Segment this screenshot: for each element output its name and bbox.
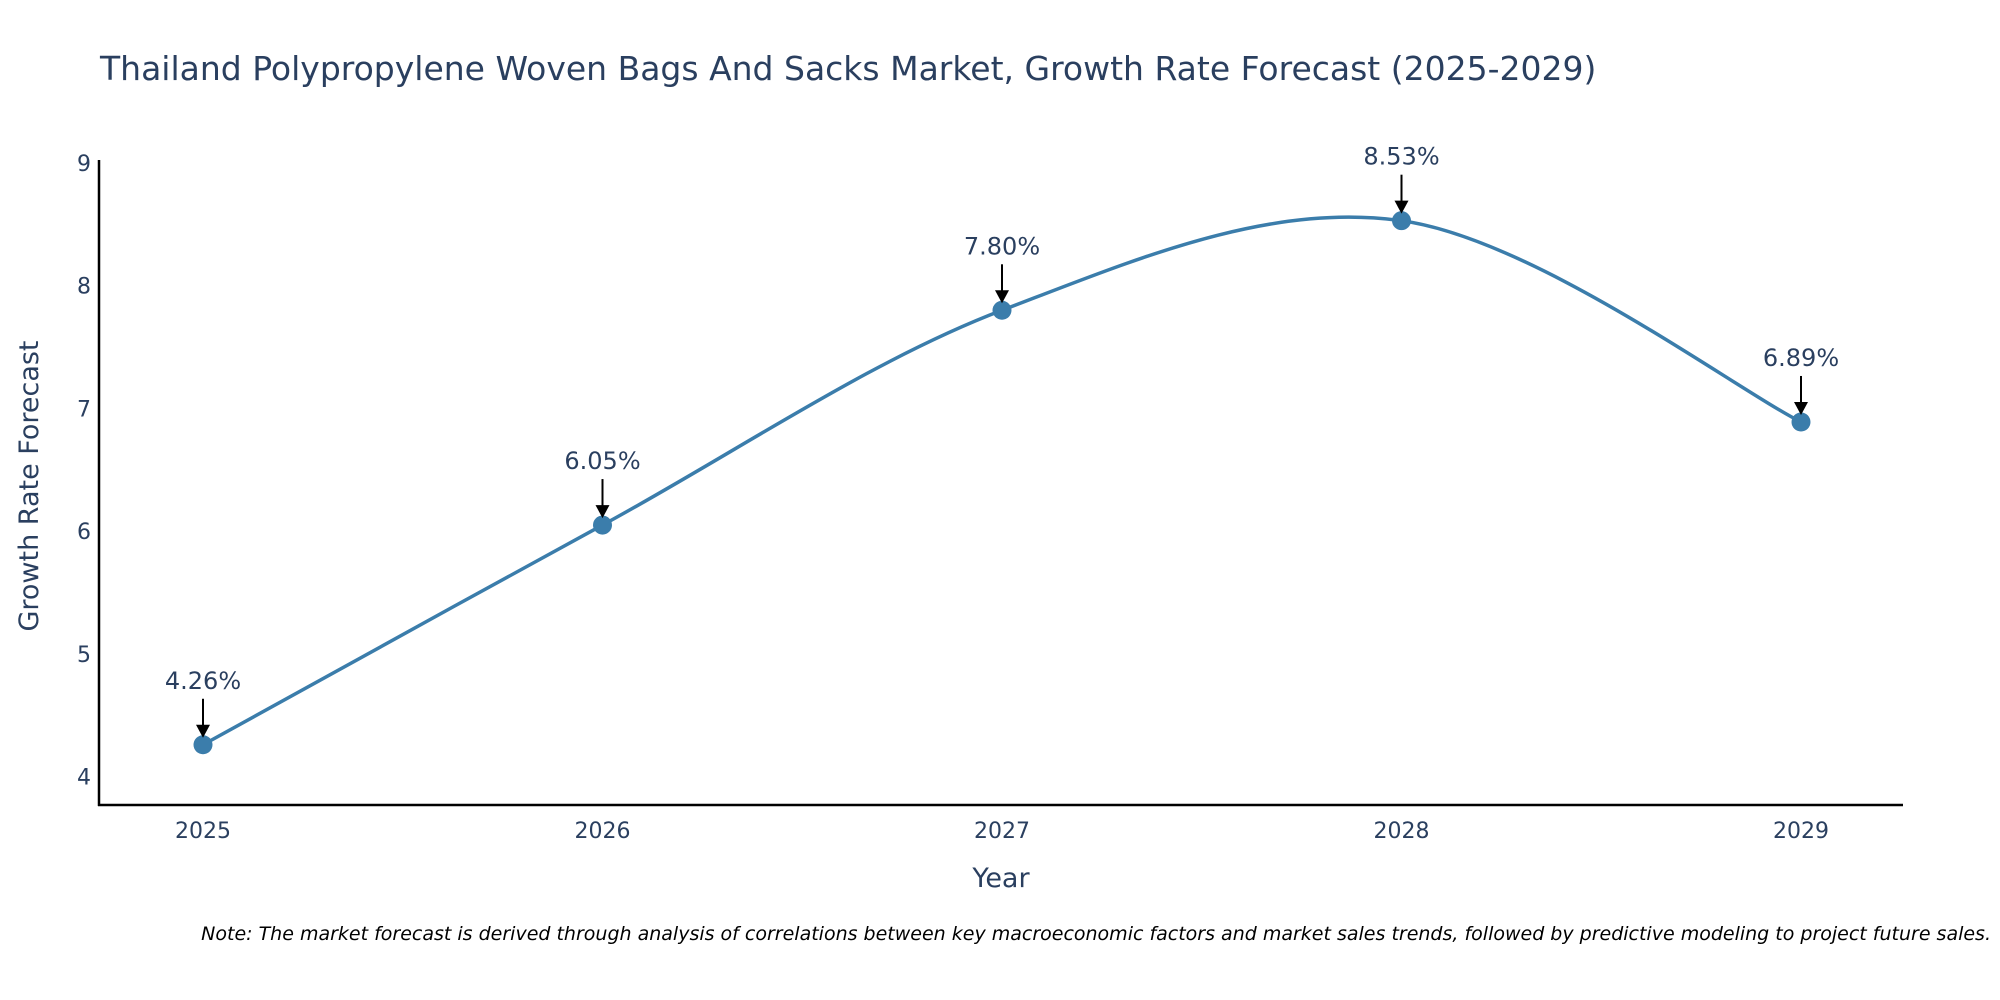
y-tick-label: 4	[77, 766, 91, 791]
y-tick-label: 9	[77, 152, 91, 177]
data-annotation: 4.26%	[165, 667, 241, 738]
data-point-marker	[193, 735, 213, 755]
annotation-arrow-head	[196, 724, 210, 738]
x-tick-label: 2025	[175, 819, 231, 844]
data-annotation: 6.89%	[1763, 344, 1839, 415]
y-ticks: 4 5 6 7 8 9	[77, 152, 91, 791]
x-tick-label: 2026	[575, 819, 631, 844]
data-label: 6.05%	[564, 447, 640, 475]
x-tick-label: 2027	[974, 819, 1030, 844]
data-annotation: 7.80%	[964, 232, 1040, 304]
data-annotation: 8.53%	[1363, 143, 1440, 214]
annotations: 4.26% 6.05% 7.80% 8.53% 6.89%	[165, 143, 1839, 738]
y-axis-title: Growth Rate Forecast	[14, 340, 45, 631]
y-tick-label: 6	[77, 520, 91, 545]
x-tick-label: 2029	[1773, 819, 1829, 844]
data-point-marker	[593, 515, 612, 535]
data-label: 8.53%	[1363, 143, 1439, 171]
data-point-marker	[992, 300, 1012, 320]
x-axis-title: Year	[971, 863, 1030, 894]
axes	[97, 160, 1903, 807]
data-annotation: 6.05%	[564, 447, 641, 519]
y-tick-label: 5	[77, 643, 91, 668]
data-point-marker	[1791, 412, 1811, 432]
data-label: 7.80%	[964, 232, 1040, 260]
chart-title: Thailand Polypropylene Woven Bags And Sa…	[99, 49, 1596, 88]
data-label: 4.26%	[165, 667, 241, 695]
x-tick-label: 2028	[1374, 819, 1430, 844]
annotation-arrow-head	[595, 505, 610, 519]
y-tick-label: 7	[77, 397, 91, 422]
footnote: Note: The market forecast is derived thr…	[201, 923, 1991, 945]
x-ticks: 2025 2026 2027 2028 2029	[175, 819, 1829, 844]
y-tick-label: 8	[77, 275, 91, 300]
annotation-arrow-head	[1794, 401, 1808, 415]
data-point-marker	[1392, 211, 1411, 231]
data-label: 6.89%	[1763, 344, 1839, 372]
annotation-arrow-head	[1394, 200, 1409, 214]
markers	[193, 211, 1811, 755]
annotation-arrow-head	[995, 290, 1009, 304]
